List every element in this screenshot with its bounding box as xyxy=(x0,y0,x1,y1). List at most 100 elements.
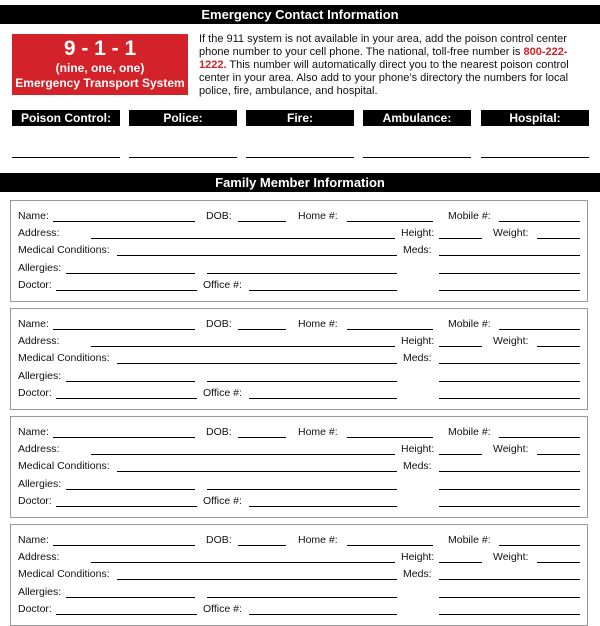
field-label-dob: DOB: xyxy=(206,318,232,330)
field-label-dob: DOB: xyxy=(206,426,232,438)
entry-line[interactable] xyxy=(66,381,195,382)
entry-line[interactable] xyxy=(53,437,195,438)
entry-line[interactable] xyxy=(249,506,397,507)
entry-line[interactable] xyxy=(439,346,482,347)
entry-line[interactable] xyxy=(439,471,580,472)
entry-line[interactable] xyxy=(117,363,397,364)
entry-line[interactable] xyxy=(207,597,397,598)
field-label-dob: DOB: xyxy=(206,534,232,546)
contact-entry-line[interactable] xyxy=(246,157,354,158)
entry-line[interactable] xyxy=(499,329,580,330)
entry-line[interactable] xyxy=(439,238,482,239)
entry-line[interactable] xyxy=(439,454,482,455)
entry-line[interactable] xyxy=(238,221,286,222)
entry-line[interactable] xyxy=(207,381,397,382)
field-label-office: Office #: xyxy=(203,387,242,399)
entry-line[interactable] xyxy=(91,238,395,239)
entry-line[interactable] xyxy=(56,614,197,615)
entry-line[interactable] xyxy=(91,562,395,563)
field-label-home: Home #: xyxy=(298,318,338,330)
entry-line[interactable] xyxy=(439,579,580,580)
field-label-mobile: Mobile #: xyxy=(448,210,491,222)
entry-line[interactable] xyxy=(537,454,580,455)
contact-entry-line[interactable] xyxy=(363,157,471,158)
entry-line[interactable] xyxy=(499,545,580,546)
entry-line[interactable] xyxy=(439,506,580,507)
field-label-allergies: Allergies: xyxy=(18,262,62,274)
emergency-911-box: 9 - 1 - 1 (nine, one, one) Emergency Tra… xyxy=(12,34,188,95)
field-label-medical: Medical Conditions: xyxy=(18,352,110,364)
entry-line[interactable] xyxy=(439,562,482,563)
note-text: This number will automatically direct yo… xyxy=(199,59,569,97)
family-member-card: Name: DOB: Home #: Mobile #: Address: Height:… xyxy=(10,416,588,518)
entry-line[interactable] xyxy=(91,346,395,347)
entry-line[interactable] xyxy=(117,579,397,580)
field-label-allergies: Allergies: xyxy=(18,586,62,598)
note-text: If the 911 system is not available in yo… xyxy=(199,33,567,58)
entry-line[interactable] xyxy=(499,437,580,438)
entry-line[interactable] xyxy=(439,489,580,490)
contact-entry-line[interactable] xyxy=(129,157,237,158)
entry-line[interactable] xyxy=(537,238,580,239)
entry-line[interactable] xyxy=(439,363,580,364)
field-label-meds: Meds: xyxy=(403,460,432,472)
field-label-mobile: Mobile #: xyxy=(448,426,491,438)
field-label-address: Address: xyxy=(18,227,60,239)
field-label-weight: Weight: xyxy=(493,227,529,239)
entry-line[interactable] xyxy=(56,398,197,399)
entry-line[interactable] xyxy=(439,597,580,598)
entry-line[interactable] xyxy=(347,545,433,546)
entry-line[interactable] xyxy=(439,255,580,256)
entry-line[interactable] xyxy=(53,221,195,222)
entry-line[interactable] xyxy=(499,221,580,222)
field-label-name: Name: xyxy=(18,210,49,222)
field-label-weight: Weight: xyxy=(493,551,529,563)
entry-line[interactable] xyxy=(238,329,286,330)
entry-line[interactable] xyxy=(66,597,195,598)
entry-line[interactable] xyxy=(56,506,197,507)
entry-line[interactable] xyxy=(66,489,195,490)
field-label-weight: Weight: xyxy=(493,335,529,347)
field-label-name: Name: xyxy=(18,318,49,330)
entry-line[interactable] xyxy=(238,545,286,546)
entry-line[interactable] xyxy=(439,398,580,399)
entry-line[interactable] xyxy=(537,346,580,347)
entry-line[interactable] xyxy=(249,290,397,291)
field-label-home: Home #: xyxy=(298,426,338,438)
emergency-system-label: Emergency Transport System xyxy=(15,76,185,90)
emergency-contact-header: Emergency Contact Information xyxy=(0,5,600,24)
entry-line[interactable] xyxy=(117,471,397,472)
poison-control-phone: 800-222-1222. xyxy=(199,46,568,71)
entry-line[interactable] xyxy=(537,562,580,563)
entry-line[interactable] xyxy=(207,489,397,490)
field-label-home: Home #: xyxy=(298,210,338,222)
entry-line[interactable] xyxy=(91,454,395,455)
entry-line[interactable] xyxy=(347,437,433,438)
contact-label: Hospital: xyxy=(481,110,589,126)
entry-line[interactable] xyxy=(439,381,580,382)
contact-entry-line[interactable] xyxy=(481,157,589,158)
family-member-card: Name: DOB: Home #: Mobile #: Address: Height:… xyxy=(10,524,588,626)
field-label-height: Height: xyxy=(401,551,435,563)
field-label-height: Height: xyxy=(401,443,435,455)
field-label-height: Height: xyxy=(401,227,435,239)
entry-line[interactable] xyxy=(347,221,433,222)
field-label-medical: Medical Conditions: xyxy=(18,244,110,256)
entry-line[interactable] xyxy=(56,290,197,291)
field-label-dob: DOB: xyxy=(206,210,232,222)
entry-line[interactable] xyxy=(439,290,580,291)
entry-line[interactable] xyxy=(66,273,195,274)
entry-line[interactable] xyxy=(439,273,580,274)
entry-line[interactable] xyxy=(238,437,286,438)
contact-entry-line[interactable] xyxy=(12,157,120,158)
entry-line[interactable] xyxy=(207,273,397,274)
entry-line[interactable] xyxy=(53,329,195,330)
entry-line[interactable] xyxy=(53,545,195,546)
entry-line[interactable] xyxy=(439,614,580,615)
entry-line[interactable] xyxy=(347,329,433,330)
entry-line[interactable] xyxy=(249,614,397,615)
entry-line[interactable] xyxy=(249,398,397,399)
family-member-header: Family Member Information xyxy=(0,173,600,192)
contact-label: Ambulance: xyxy=(363,110,471,126)
entry-line[interactable] xyxy=(117,255,397,256)
